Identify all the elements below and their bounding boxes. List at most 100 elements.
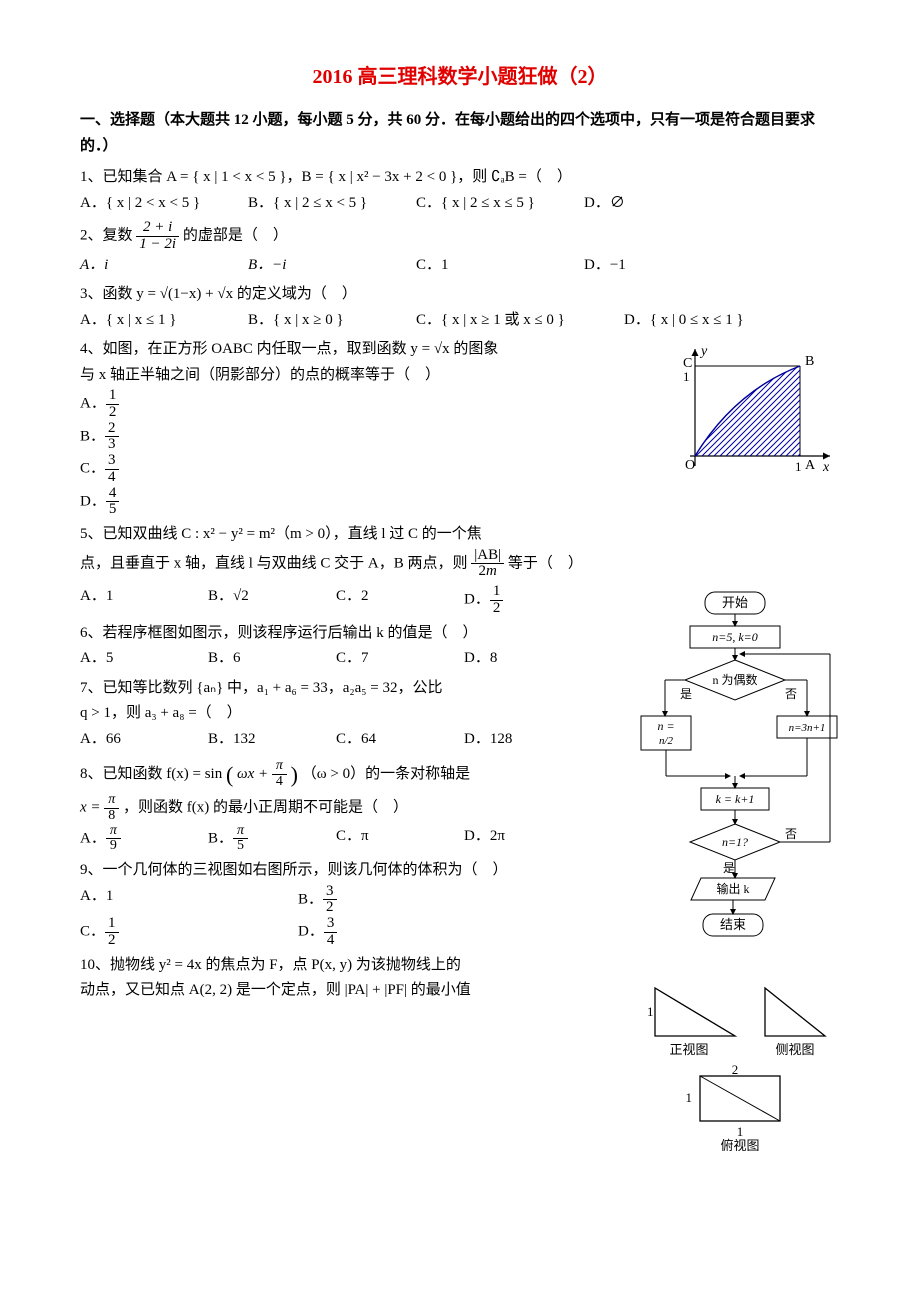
- q5-d-pre: D．: [464, 592, 490, 608]
- question-7: 7、已知等比数列 {aₙ} 中，a₁ + a₆ = 33，a₂a₅ = 32，公…: [80, 676, 840, 753]
- q8-line2-post: ，则函数 f(x) 的最小正周期不可能是（ ）: [123, 800, 408, 816]
- q8-a-den: 9: [106, 839, 121, 854]
- side-label: 侧视图: [775, 1042, 814, 1057]
- q4-line1: 4、如图，在正方形 OABC 内任取一点，取到函数 y = √x 的图象: [80, 337, 840, 363]
- q2-fraction: 2 + i 1 − 2i: [136, 220, 179, 253]
- q1-stem: 1、已知集合 A = { x | 1 < x < 5 }，B = { x | x…: [80, 169, 572, 185]
- q4-d-num: 4: [106, 486, 120, 503]
- q8-opt-a: A．π9: [80, 824, 208, 854]
- q7-opt-a: A．66: [80, 727, 208, 753]
- q6-opt-c: C．7: [336, 646, 464, 672]
- q7-stem: 7、已知等比数列 {aₙ} 中，a₁ + a₆ = 33，a₂a₅ = 32，公…: [80, 676, 840, 702]
- q10-line2: 动点，又已知点 A(2, 2) 是一个定点，则 |PA| + |PF| 的最小值: [80, 978, 840, 1004]
- q4-line2: 与 x 轴正半轴之间（阴影部分）的点的概率等于（ ）: [80, 363, 840, 389]
- q9-opt-b: B．32: [298, 884, 616, 917]
- q8-x-den: 8: [104, 809, 119, 824]
- q8-opt-b: B．π5: [208, 824, 336, 854]
- q3-opt-c: C．{ x | x ≥ 1 或 x ≤ 0 }: [416, 308, 624, 334]
- q7-opt-d: D．128: [464, 727, 592, 753]
- question-9: 9、一个几何体的三视图如右图所示，则该几何体的体积为（ ） A．1 B．32 C…: [80, 858, 840, 949]
- q2-opt-a: A．i: [80, 253, 248, 279]
- q5-d-den: 2: [490, 601, 504, 617]
- q3-opt-a: A．{ x | x ≤ 1 }: [80, 308, 248, 334]
- q2-stem-post: 的虚部是（ ）: [183, 228, 288, 244]
- q5-opt-b: B．√2: [208, 584, 336, 617]
- question-10: 10、抛物线 y² = 4x 的焦点为 F，点 P(x, y) 为该抛物线上的 …: [80, 953, 840, 1004]
- q9-c-den: 2: [105, 933, 119, 949]
- q4-opt-a: A．12: [80, 388, 398, 421]
- question-6: 6、若程序框图如图示，则该程序运行后输出 k 的值是（ ） A．5 B．6 C．…: [80, 621, 840, 672]
- q8-line2-pre: x =: [80, 800, 104, 816]
- q5-d-num: 1: [490, 584, 504, 601]
- question-3: 3、函数 y = √(1−x) + √x 的定义域为（ ） A．{ x | x …: [80, 282, 840, 333]
- q8-post: （ω > 0）的一条对称轴是: [302, 766, 470, 782]
- q4-opt-c: C．34: [80, 453, 398, 486]
- q8-opt-c: C．π: [336, 824, 464, 854]
- q9-stem: 9、一个几何体的三视图如右图所示，则该几何体的体积为（ ）: [80, 862, 508, 878]
- svg-text:1: 1: [647, 1004, 654, 1019]
- q7-stem2: q > 1，则 a₃ + a₈ =（ ）: [80, 701, 840, 727]
- q8-b-den: 5: [233, 839, 248, 854]
- q8-arg-pre: ωx +: [237, 766, 272, 782]
- q5-line1: 5、已知双曲线 C : x² − y² = m²（m > 0），直线 l 过 C…: [80, 522, 840, 548]
- q1-opt-c: C．{ x | 2 ≤ x ≤ 5 }: [416, 191, 584, 217]
- q6-opt-a: A．5: [80, 646, 208, 672]
- q2-den: 1 − 2i: [136, 237, 179, 253]
- front-label: 正视图: [669, 1042, 708, 1057]
- q4-opt-d: D．45: [80, 486, 398, 519]
- q9-b-den: 2: [323, 900, 337, 916]
- q6-stem: 6、若程序框图如图示，则该程序运行后输出 k 的值是（ ）: [80, 625, 478, 641]
- top-label: 俯视图: [720, 1138, 759, 1151]
- q4-c-num: 3: [105, 453, 119, 470]
- q2-opt-b: B．−i: [248, 253, 416, 279]
- q5-opt-d: D．12: [464, 584, 592, 617]
- q8-x-num: π: [104, 793, 119, 809]
- q8-arg-num: π: [272, 759, 287, 775]
- q2-stem-pre: 2、复数: [80, 228, 136, 244]
- q9-opt-d: D．34: [298, 916, 616, 949]
- q3-opt-b: B．{ x | x ≥ 0 }: [248, 308, 416, 334]
- q8-a-num: π: [106, 824, 121, 840]
- q2-opt-d: D．−1: [584, 253, 752, 279]
- q6-opt-b: B．6: [208, 646, 336, 672]
- q4-a-den: 2: [106, 405, 120, 421]
- q2-num: 2 + i: [136, 220, 179, 237]
- page-title: 2016 高三理科数学小题狂做（2）: [80, 60, 840, 94]
- section-heading: 一、选择题（本大题共 12 小题，每小题 5 分，共 60 分．在每小题给出的四…: [80, 108, 840, 159]
- q5-line2-post: 等于（ ）: [508, 555, 583, 571]
- q9-opt-c: C．12: [80, 916, 298, 949]
- svg-text:1: 1: [686, 1090, 693, 1105]
- q4-b-den: 3: [105, 437, 119, 453]
- q5-options: A．1 B．√2 C．2 D．12: [80, 584, 840, 617]
- question-8: 8、已知函数 f(x) = sin ( ωx + π4 ) （ω > 0）的一条…: [80, 756, 840, 854]
- question-5: 5、已知双曲线 C : x² − y² = m²（m > 0），直线 l 过 C…: [80, 522, 840, 580]
- q4-c-den: 4: [105, 470, 119, 486]
- q9-b-num: 3: [323, 884, 337, 901]
- q5-opt-a: A．1: [80, 584, 208, 617]
- q9-d-den: 4: [324, 933, 338, 949]
- q8-pre: 8、已知函数 f(x) = sin: [80, 766, 222, 782]
- q8-opt-d: D．2π: [464, 824, 592, 854]
- question-2: 2、复数 2 + i 1 − 2i 的虚部是（ ） A．i B．−i C．1 D…: [80, 220, 840, 278]
- q1-opt-d: D．∅: [584, 191, 752, 217]
- q5-frac: |AB|22mm: [471, 548, 504, 581]
- q4-b-num: 2: [105, 421, 119, 438]
- q1-opt-b: B．{ x | 2 ≤ x < 5 }: [248, 191, 416, 217]
- q4-a-num: 1: [106, 388, 120, 405]
- q7-opt-b: B．132: [208, 727, 336, 753]
- q5-line2-pre: 点，且垂直于 x 轴，直线 l 与双曲线 C 交于 A，B 两点，则: [80, 555, 471, 571]
- question-1: 1、已知集合 A = { x | 1 < x < 5 }，B = { x | x…: [80, 165, 840, 216]
- q9-d-num: 3: [324, 916, 338, 933]
- q6-opt-d: D．8: [464, 646, 592, 672]
- svg-text:1: 1: [737, 1124, 744, 1139]
- q4-d-den: 5: [106, 502, 120, 518]
- q3-opt-d: D．{ x | 0 ≤ x ≤ 1 }: [624, 308, 792, 334]
- q9-opt-a: A．1: [80, 884, 298, 917]
- q9-c-num: 1: [105, 916, 119, 933]
- q5-den: 22mm: [471, 564, 504, 580]
- svg-text:2: 2: [732, 1062, 739, 1077]
- q8-arg-den: 4: [272, 775, 287, 790]
- question-4: 4、如图，在正方形 OABC 内任取一点，取到函数 y = √x 的图象 与 x…: [80, 337, 840, 518]
- q4-opt-b: B．23: [80, 421, 398, 454]
- q8-b-num: π: [233, 824, 248, 840]
